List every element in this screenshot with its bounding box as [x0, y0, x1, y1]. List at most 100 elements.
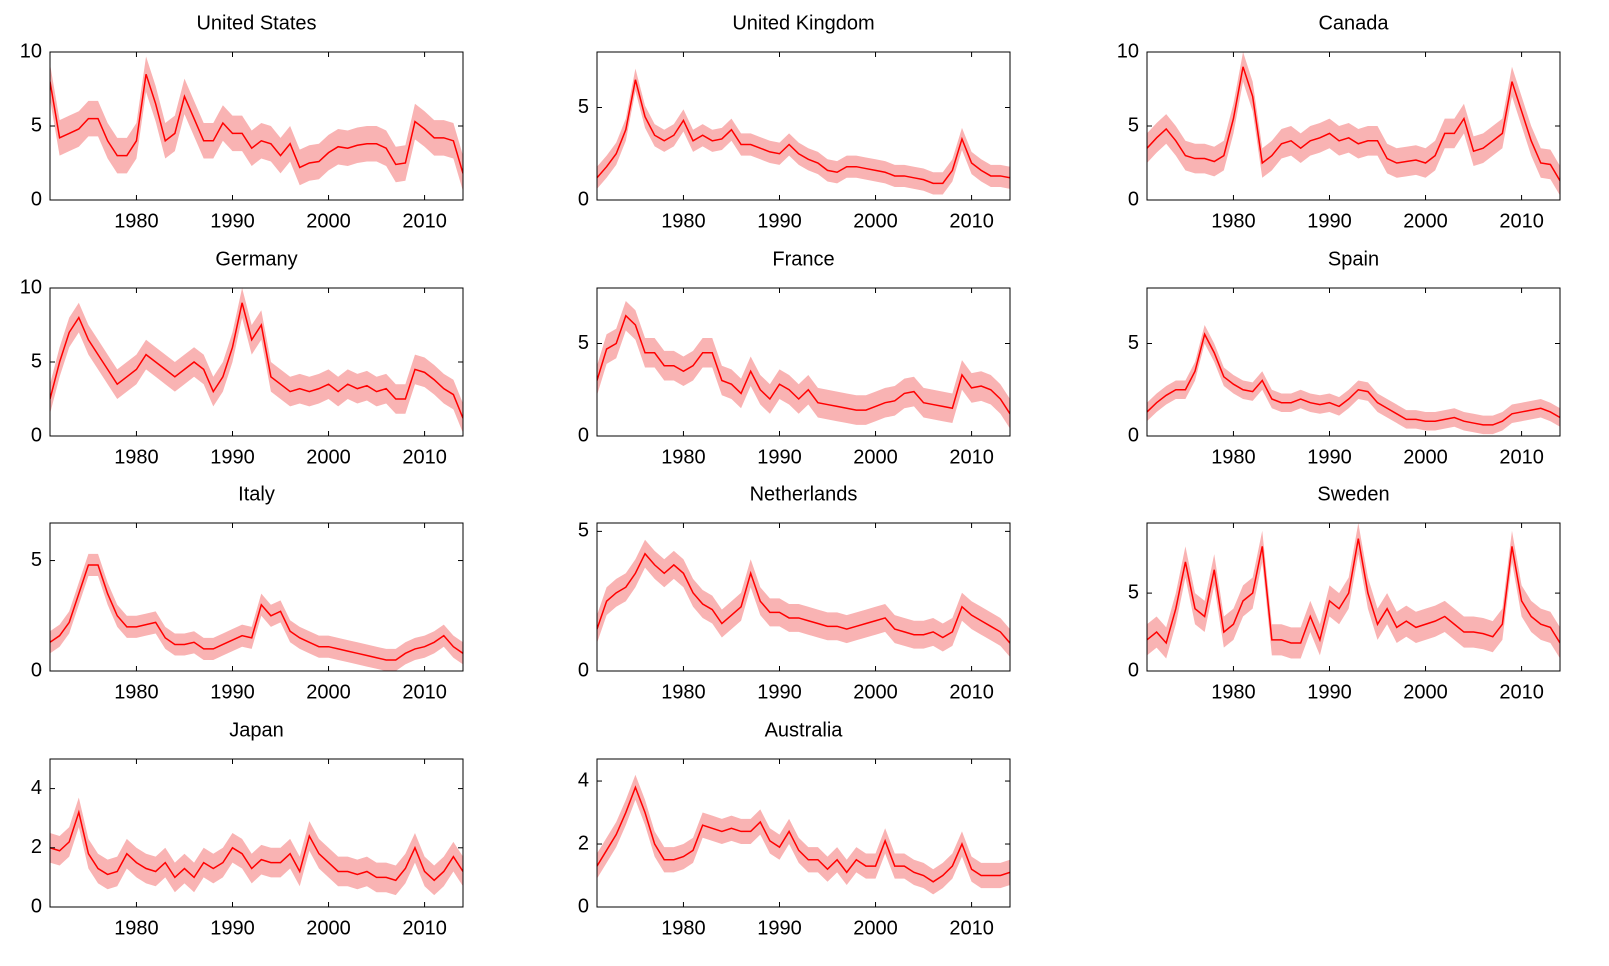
y-tick-label: 0: [31, 659, 42, 681]
plot-content: [50, 553, 463, 671]
series-line: [50, 564, 463, 661]
plot-content: [597, 774, 1010, 895]
x-tick-label: 2000: [1403, 681, 1448, 703]
y-tick-label: 0: [31, 188, 42, 210]
confidence-band: [597, 539, 1010, 658]
x-tick-label: 1990: [210, 681, 255, 703]
x-tick-label: 2010: [402, 210, 447, 232]
y-tick-label: 0: [1128, 659, 1139, 681]
confidence-band: [597, 68, 1010, 195]
plot-area: [50, 523, 463, 671]
x-tick-label: 2000: [1403, 446, 1448, 468]
subplot: United States 1980 1990 2000 2010 0 5 10: [20, 12, 464, 232]
x-tick-label: 1990: [210, 210, 255, 232]
subplot: Italy 1980 1990 2000 2010 0 5: [31, 483, 464, 703]
x-tick-label: 1980: [661, 681, 706, 703]
y-tick-label: 0: [578, 188, 589, 210]
subplot-title: Canada: [1318, 12, 1389, 34]
confidence-band: [597, 300, 1010, 429]
subplot: United Kingdom 1980 1990 2000 2010 0 5: [578, 12, 1011, 232]
y-tick-label: 5: [1128, 332, 1139, 354]
subplot: France 1980 1990 2000 2010 0 5: [578, 248, 1011, 468]
x-tick-label: 1980: [661, 210, 706, 232]
x-tick-label: 1990: [757, 210, 802, 232]
y-tick-label: 0: [578, 659, 589, 681]
subplot-title: Australia: [765, 719, 844, 741]
plot-content: [1147, 325, 1560, 435]
y-tick-label: 0: [1128, 188, 1139, 210]
x-tick-label: 2000: [306, 681, 351, 703]
subplot-title: Italy: [238, 483, 275, 505]
x-tick-label: 1990: [1307, 446, 1352, 468]
x-tick-label: 1980: [114, 446, 159, 468]
x-tick-label: 1990: [1307, 210, 1352, 232]
series-line: [597, 79, 1010, 185]
plot-content: [597, 300, 1010, 429]
x-tick-label: 1980: [661, 446, 706, 468]
confidence-band: [50, 288, 463, 434]
y-tick-label: 5: [578, 332, 589, 354]
y-tick-label: 0: [578, 895, 589, 917]
axes-box: [49, 522, 464, 672]
y-tick-label: 5: [31, 114, 42, 136]
x-tick-label: 2000: [306, 917, 351, 939]
x-tick-label: 1990: [757, 446, 802, 468]
x-tick-label: 2010: [1499, 210, 1544, 232]
x-tick-label: 2010: [1499, 681, 1544, 703]
series-line: [1147, 538, 1560, 645]
y-tick-label: 2: [31, 836, 42, 858]
subplot-title: Netherlands: [750, 483, 858, 505]
x-tick-label: 2010: [402, 446, 447, 468]
x-tick-label: 1980: [1211, 681, 1256, 703]
subplot-title: Japan: [229, 719, 284, 741]
subplot-title: Germany: [215, 248, 297, 270]
subplot: Spain 1980 1990 2000 2010 0 5: [1128, 248, 1561, 468]
x-tick-label: 2010: [402, 917, 447, 939]
series-line: [597, 552, 1010, 644]
confidence-band: [1147, 523, 1560, 659]
confidence-band: [50, 56, 463, 192]
subplot-title: Sweden: [1317, 483, 1389, 505]
x-tick-label: 1990: [757, 917, 802, 939]
subplot: Germany 1980 1990 2000 2010 0 5 10: [20, 248, 464, 468]
plot-content: [50, 288, 463, 434]
x-tick-label: 2010: [1499, 446, 1544, 468]
y-tick-label: 0: [31, 895, 42, 917]
series-line: [597, 314, 1010, 415]
plot-content: [1147, 523, 1560, 659]
subplot-title: United States: [196, 12, 316, 34]
confidence-band: [1147, 325, 1560, 435]
y-tick-label: 0: [578, 424, 589, 446]
x-tick-label: 2000: [853, 210, 898, 232]
x-tick-label: 1990: [1307, 681, 1352, 703]
axes-box: [1146, 522, 1561, 672]
plot-content: [1147, 52, 1560, 196]
y-tick-label: 4: [31, 777, 42, 799]
subplot-title: France: [772, 248, 834, 270]
plot-content: [50, 797, 463, 896]
series-line: [50, 73, 463, 174]
x-tick-label: 2000: [853, 917, 898, 939]
x-tick-label: 1990: [210, 446, 255, 468]
series-line: [1147, 66, 1560, 182]
y-tick-label: 10: [1117, 40, 1139, 62]
y-tick-label: 4: [578, 769, 589, 791]
plot-content: [597, 539, 1010, 658]
axes-box: [1146, 287, 1561, 437]
y-tick-label: 0: [31, 424, 42, 446]
x-tick-label: 1990: [757, 681, 802, 703]
x-tick-label: 1980: [1211, 210, 1256, 232]
axes-box: [596, 758, 1011, 908]
series-line: [50, 809, 463, 882]
y-tick-label: 10: [20, 40, 42, 62]
series-line: [50, 302, 463, 419]
axes-box: [596, 51, 1011, 201]
confidence-band: [597, 774, 1010, 895]
plot-area: [597, 523, 1010, 671]
y-tick-label: 10: [20, 276, 42, 298]
y-tick-label: 5: [1128, 114, 1139, 136]
x-tick-label: 1980: [1211, 446, 1256, 468]
subplot-title: United Kingdom: [732, 12, 874, 34]
plot-content: [597, 68, 1010, 195]
x-tick-label: 2010: [949, 681, 994, 703]
